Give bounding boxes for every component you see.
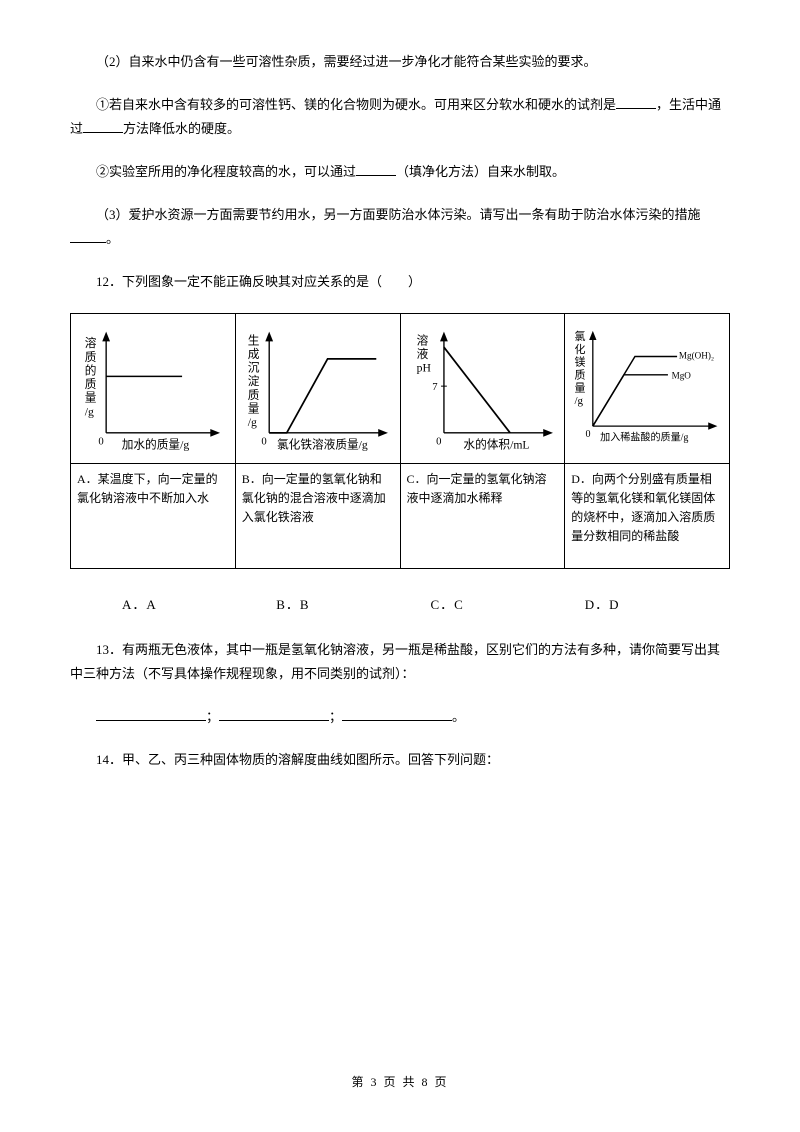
text: （3）爱护水资源一方面需要节约用水，另一方面要防治水体污染。请写出一条有助于防治… bbox=[96, 207, 701, 222]
blank-3 bbox=[342, 708, 452, 721]
option-d: D．D bbox=[559, 593, 709, 618]
y-arrow bbox=[265, 331, 273, 341]
origin-label: 0 bbox=[98, 435, 103, 447]
x-arrow bbox=[378, 429, 388, 437]
blank-2 bbox=[219, 708, 329, 721]
chart-d-xlabel: 加入稀盐酸的质量/g bbox=[600, 431, 688, 444]
x-arrow bbox=[708, 422, 717, 429]
chart-d-ylabel: 氯化镁质量/g bbox=[575, 329, 586, 407]
question-14: 14．甲、乙、丙三种固体物质的溶解度曲线如图所示。回答下列问题： bbox=[70, 748, 730, 773]
chart-c-ylabel: 溶液pH bbox=[416, 333, 431, 374]
desc-a: A．某温度下，向一定量的氯化钠溶液中不断加入水 bbox=[71, 463, 236, 568]
text: 方法降低水的硬度。 bbox=[123, 121, 240, 136]
chart-a-xlabel: 加水的质量/g bbox=[122, 437, 190, 451]
question-13: 13．有两瓶无色液体，其中一瓶是氢氧化钠溶液，另一瓶是稀盐酸，区别它们的方法有多… bbox=[70, 638, 730, 687]
blank-method bbox=[83, 120, 123, 133]
blank-purify bbox=[356, 163, 396, 176]
origin-label: 0 bbox=[586, 429, 591, 440]
page-footer: 第 3 页 共 8 页 bbox=[0, 1071, 800, 1094]
text: 。 bbox=[106, 231, 119, 246]
chart-d-cell: 氯化镁质量/g 0 Mg(OH)₂ MgO 加入稀盐酸的质量/g bbox=[565, 313, 730, 463]
paragraph-3: （3）爱护水资源一方面需要节约用水，另一方面要防治水体污染。请写出一条有助于防治… bbox=[70, 203, 730, 252]
chart-c-cell: 溶液pH 0 7 水的体积/mL bbox=[400, 313, 565, 463]
paragraph-2-1: ①若自来水中含有较多的可溶性钙、镁的化合物则为硬水。可用来区分软水和硬水的试剂是… bbox=[70, 93, 730, 142]
chart-a-ylabel: 溶质的质量/g bbox=[85, 336, 97, 418]
charts-table: 溶质的质量/g 0 加水的质量/g 生成沉淀质量/g 0 氯化铁溶液质量/g bbox=[70, 313, 730, 569]
chart-d-line2 bbox=[593, 375, 668, 426]
chart-b-line bbox=[269, 359, 376, 433]
chart-d-svg: 氯化镁质量/g 0 Mg(OH)₂ MgO 加入稀盐酸的质量/g bbox=[569, 318, 725, 446]
option-c: C．C bbox=[405, 593, 555, 618]
question-12: 12．下列图象一定不能正确反映其对应关系的是（ ） bbox=[70, 270, 730, 295]
y-arrow bbox=[440, 331, 448, 341]
blanks-row: ；；。 bbox=[70, 705, 730, 730]
chart-b-xlabel: 氯化铁溶液质量/g bbox=[277, 437, 368, 451]
label-mgo: MgO bbox=[672, 370, 692, 380]
chart-a-svg: 溶质的质量/g 0 加水的质量/g bbox=[75, 318, 231, 454]
chart-c-xlabel: 水的体积/mL bbox=[463, 437, 529, 451]
x-arrow bbox=[210, 429, 220, 437]
chart-b-cell: 生成沉淀质量/g 0 氯化铁溶液质量/g bbox=[235, 313, 400, 463]
y-arrow bbox=[102, 331, 110, 341]
x-arrow bbox=[543, 429, 553, 437]
desc-c: C．向一定量的氢氧化钠溶液中逐滴加水稀释 bbox=[400, 463, 565, 568]
blank-1 bbox=[96, 708, 206, 721]
option-b: B．B bbox=[250, 593, 400, 618]
paragraph-2: （2）自来水中仍含有一些可溶性杂质，需要经过进一步净化才能符合某些实验的要求。 bbox=[70, 50, 730, 75]
y-mark-7: 7 bbox=[432, 381, 438, 393]
paragraph-2-2: ②实验室所用的净化程度较高的水，可以通过 （填净化方法）自来水制取。 bbox=[70, 160, 730, 185]
origin-label: 0 bbox=[261, 435, 266, 447]
y-arrow bbox=[589, 331, 596, 340]
option-a: A．A bbox=[96, 593, 246, 618]
desc-d: D．向两个分别盛有质量相等的氢氧化镁和氧化镁固体的烧杯中，逐滴加入溶质质量分数相… bbox=[565, 463, 730, 568]
text: （填净化方法）自来水制取。 bbox=[396, 164, 565, 179]
chart-a-cell: 溶质的质量/g 0 加水的质量/g bbox=[71, 313, 236, 463]
text: 。 bbox=[452, 709, 465, 724]
chart-c-svg: 溶液pH 0 7 水的体积/mL bbox=[405, 318, 561, 454]
chart-d-line1 bbox=[593, 356, 677, 426]
desc-b: B．向一定量的氢氧化钠和氯化钠的混合溶液中逐滴加入氯化铁溶液 bbox=[235, 463, 400, 568]
label-mgoh2: Mg(OH)₂ bbox=[679, 350, 714, 360]
chart-b-svg: 生成沉淀质量/g 0 氯化铁溶液质量/g bbox=[240, 318, 396, 454]
text: ①若自来水中含有较多的可溶性钙、镁的化合物则为硬水。可用来区分软水和硬水的试剂是 bbox=[96, 97, 616, 112]
chart-c-line bbox=[443, 347, 509, 433]
chart-b-ylabel: 生成沉淀质量/g bbox=[248, 333, 260, 429]
blank-measure bbox=[70, 230, 106, 243]
blank-reagent bbox=[616, 96, 656, 109]
text: ②实验室所用的净化程度较高的水，可以通过 bbox=[96, 164, 356, 179]
options-row: A．A B．B C．C D．D bbox=[70, 593, 730, 618]
origin-label: 0 bbox=[436, 435, 441, 447]
